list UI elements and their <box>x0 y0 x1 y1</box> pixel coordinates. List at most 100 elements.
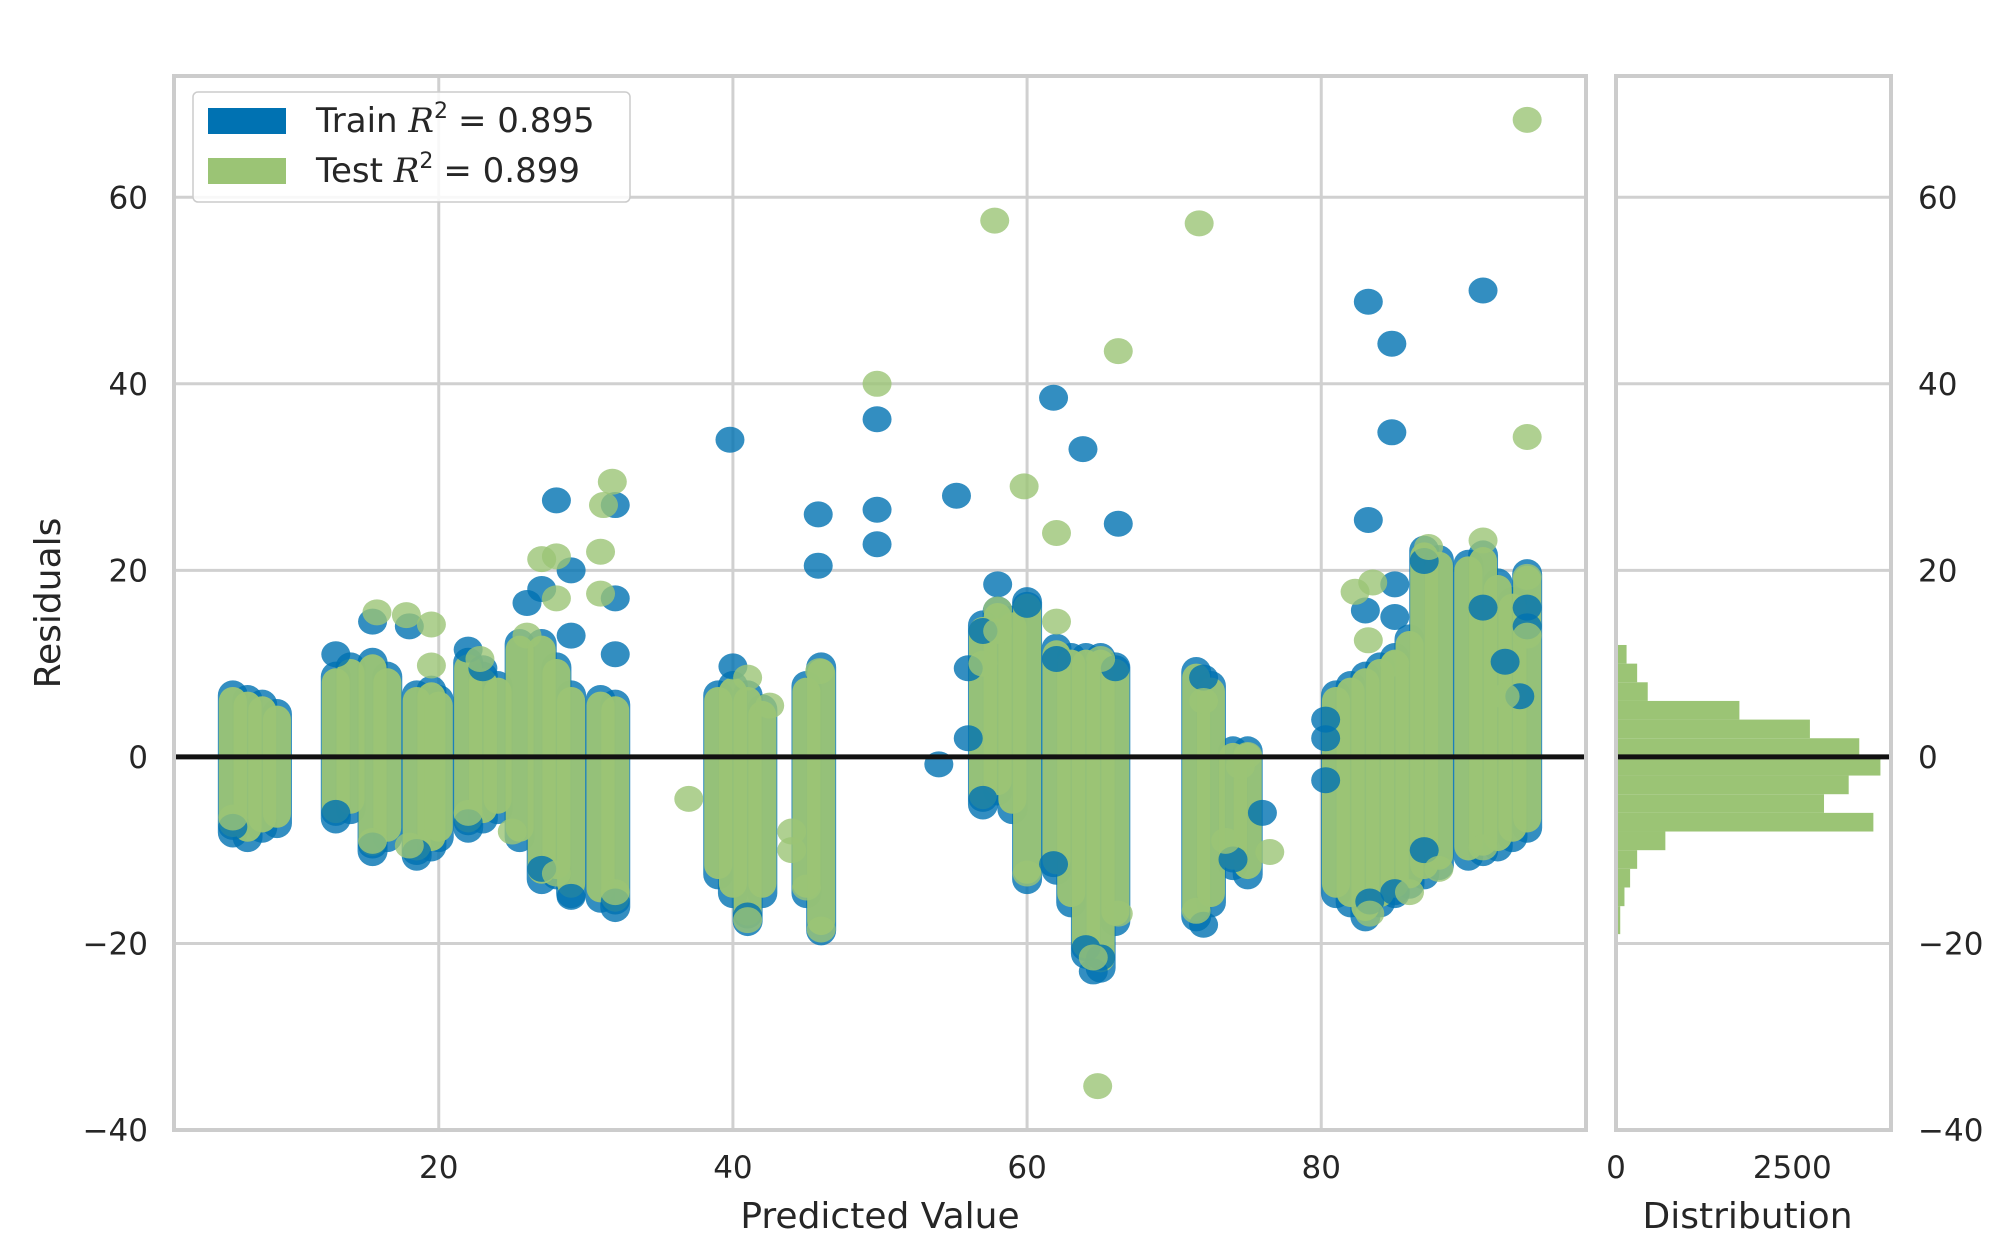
test-residual-point <box>1225 753 1255 780</box>
test-residual-point <box>1086 645 1116 672</box>
train-residual-point <box>1247 799 1277 826</box>
test-residual-point <box>600 879 630 906</box>
histogram-bar <box>1616 831 1666 851</box>
test-residual-point <box>465 645 495 672</box>
test-residual-point <box>733 907 763 934</box>
main-axes-frame <box>172 74 1588 1132</box>
train-residual-point <box>1068 436 1098 463</box>
train-residual-point <box>556 622 586 649</box>
train-residual-point <box>1103 510 1133 537</box>
test-residual-point <box>416 611 446 638</box>
histogram-bar <box>1616 644 1627 664</box>
train-residual-point <box>803 501 833 528</box>
test-residual-point <box>1512 423 1542 450</box>
distribution-y-tick-label: 60 <box>1918 180 1957 216</box>
train-residual-point <box>1353 506 1383 533</box>
test-residual-point <box>968 650 998 677</box>
test-residual-point <box>1103 338 1133 365</box>
test-residual-point <box>586 538 616 565</box>
histogram-bar <box>1616 719 1810 739</box>
test-residual-point <box>1184 210 1214 237</box>
train-residual-point <box>1311 706 1341 733</box>
histogram-bar <box>1616 906 1621 935</box>
test-residual-point <box>983 617 1013 644</box>
test-residual-point <box>1490 683 1520 710</box>
x-axis-label: Predicted Value <box>740 1196 1019 1237</box>
distribution-y-tick-labels: 60 40 20 0 −20 −40 <box>1918 180 1983 1149</box>
test-residual-point <box>733 664 763 691</box>
test-residual-point <box>358 827 388 854</box>
test-residual-point <box>541 860 571 887</box>
x-tick-label: 40 <box>713 1150 752 1186</box>
test-residual-point <box>541 543 571 570</box>
train-residual-point <box>1490 648 1520 675</box>
scatter-points <box>218 106 1542 1100</box>
histogram-bar <box>1616 775 1849 795</box>
y-tick-label: 0 <box>128 740 148 776</box>
train-residual-point <box>1189 664 1219 691</box>
test-residual-point <box>588 492 618 519</box>
train-residual-point <box>968 785 998 812</box>
test-residual-point <box>1042 520 1071 547</box>
y-tick-label: 40 <box>109 367 148 403</box>
test-residual-point <box>1181 897 1211 924</box>
test-residual-point <box>777 818 807 845</box>
test-residual-point <box>862 370 892 397</box>
y-tick-label: 60 <box>109 180 148 216</box>
distribution-x-tick-label: 0 <box>1606 1150 1626 1186</box>
test-residual-point <box>1424 855 1454 882</box>
test-residual-point <box>541 585 571 612</box>
distribution-y-tick-label: −40 <box>1918 1113 1983 1149</box>
histogram-bar <box>1616 794 1825 813</box>
x-tick-label: 20 <box>419 1150 458 1186</box>
train-residual-point <box>556 883 586 910</box>
test-residual-point <box>1353 627 1383 654</box>
histogram-bar <box>1616 682 1648 701</box>
y-tick-label: 20 <box>109 553 148 589</box>
legend: Train R2 = 0.895 Test R2 = 0.899 <box>192 91 631 203</box>
distribution-y-tick-label: 0 <box>1918 740 1938 776</box>
train-residual-point <box>1042 645 1071 672</box>
test-residual-point <box>1355 900 1385 927</box>
x-tick-labels: 20 40 60 80 <box>419 1150 1341 1186</box>
distribution-y-tick-label: −20 <box>1918 926 1983 962</box>
test-residual-point <box>391 602 421 629</box>
train-residual-point <box>1377 330 1407 357</box>
test-residual-point <box>1468 834 1498 861</box>
y-tick-label: −40 <box>83 1113 148 1149</box>
distribution-axis-label: Distribution <box>1642 1196 1852 1237</box>
distribution-axes: 0 2500 60 40 20 0 −20 −40 Distribution <box>1606 74 1983 1237</box>
test-residual-point <box>1211 827 1241 854</box>
test-residual-point <box>777 837 807 864</box>
test-residual-point <box>1189 687 1219 714</box>
test-residual-point <box>597 468 627 495</box>
train-residual-point <box>1468 594 1498 621</box>
test-residual-point <box>416 652 446 679</box>
test-residual-point <box>1078 944 1108 971</box>
legend-swatch-train <box>208 108 286 134</box>
train-residual-point <box>941 482 971 509</box>
legend-label-train: Train R2 = 0.895 <box>315 99 595 141</box>
x-tick-label: 80 <box>1302 1150 1341 1186</box>
test-residual-point <box>1380 650 1410 677</box>
train-residual-point <box>803 552 833 579</box>
train-residual-point <box>1380 571 1410 598</box>
test-residual-point <box>1512 622 1542 649</box>
train-residual-point <box>1377 419 1407 446</box>
histogram-bar <box>1616 868 1631 888</box>
train-residual-point <box>541 487 571 514</box>
train-residual-point <box>715 426 745 453</box>
y-axis-label: Residuals <box>28 518 69 689</box>
histogram-bar <box>1616 887 1625 907</box>
train-residual-point <box>1039 851 1069 878</box>
main-axes: 20 40 60 80 60 40 20 0 −20 −40 Predicted Value R… <box>28 74 1588 1237</box>
test-residual-point <box>1042 608 1071 635</box>
residual-histogram <box>1616 644 1881 935</box>
train-residual-point <box>1012 591 1042 618</box>
x-tick-label: 60 <box>1007 1150 1046 1186</box>
distribution-x-tick-label: 2500 <box>1753 1150 1832 1186</box>
histogram-bar <box>1616 756 1881 776</box>
histogram-bar <box>1616 700 1740 720</box>
test-residual-point <box>755 692 785 719</box>
